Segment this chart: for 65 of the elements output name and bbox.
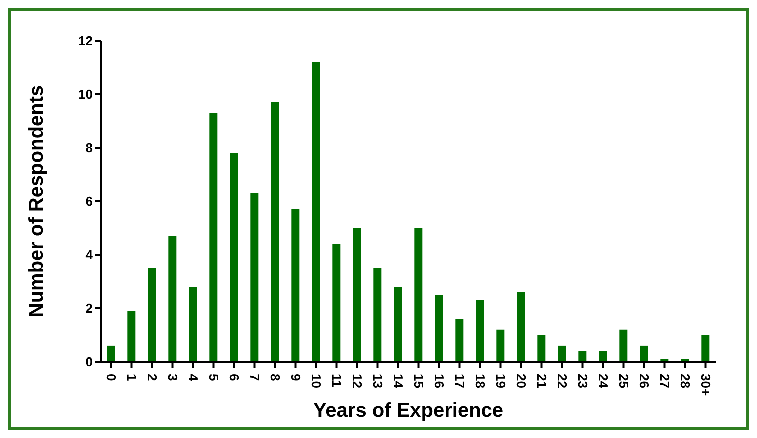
y-tick-label: 4 [86, 248, 94, 263]
x-tick-label: 23 [575, 374, 590, 388]
x-tick-label: 13 [370, 374, 386, 388]
x-tick-label: 7 [247, 374, 262, 382]
y-tick-label: 10 [78, 87, 93, 102]
x-tick-label: 16 [432, 374, 447, 388]
bar [435, 295, 444, 362]
x-tick-label: 8 [268, 374, 283, 382]
bar [312, 62, 320, 362]
bar [640, 346, 648, 362]
x-tick-label: 14 [390, 374, 406, 390]
x-tick-label: 3 [165, 374, 180, 382]
bar [292, 210, 300, 362]
bar [394, 287, 402, 362]
bar [107, 346, 116, 362]
x-tick-label: 19 [493, 374, 508, 388]
x-tick-label: 24 [596, 374, 611, 390]
x-tick-label: 22 [554, 374, 570, 388]
bar [210, 113, 218, 362]
x-tick-label: 17 [452, 374, 468, 388]
bar [230, 153, 238, 362]
x-tick-label: 5 [206, 374, 222, 382]
x-tick-label: 6 [226, 374, 242, 382]
x-tick-label: 20 [514, 374, 529, 388]
bar [496, 330, 505, 362]
y-tick-label: 2 [86, 301, 93, 316]
y-axis-title: Number of Respondents [26, 85, 48, 318]
bar [148, 268, 156, 362]
x-axis-title: Years of Experience [313, 400, 504, 422]
x-tick-label: 15 [411, 374, 426, 388]
bar [189, 287, 198, 362]
bar [620, 330, 628, 362]
bar [271, 102, 280, 362]
bar [128, 311, 136, 362]
x-tick-label: 25 [616, 374, 632, 388]
bar [374, 268, 382, 362]
bar [558, 346, 566, 362]
x-tick-label: 21 [534, 374, 550, 388]
x-tick-label: 0 [104, 374, 119, 382]
x-tick-label: 2 [144, 374, 160, 382]
bar [168, 236, 177, 362]
x-tick-label: 30+ [698, 374, 714, 396]
x-tick-label: 1 [124, 374, 140, 382]
bar [250, 193, 259, 362]
bar [332, 244, 341, 362]
y-tick-label: 0 [86, 354, 93, 370]
bar [456, 319, 464, 362]
y-tick-label: 8 [86, 140, 93, 156]
x-tick-label: 27 [657, 374, 672, 388]
y-tick-label: 12 [78, 34, 93, 49]
x-tick-label: 10 [308, 374, 324, 388]
x-tick-label: 12 [350, 374, 365, 388]
x-tick-label: 4 [186, 374, 201, 382]
bar [476, 300, 484, 362]
x-tick-label: 28 [678, 374, 693, 388]
x-tick-label: 18 [472, 374, 488, 388]
bar [517, 292, 526, 362]
x-tick-label: 26 [636, 374, 652, 388]
bar [538, 335, 546, 362]
bar [353, 228, 362, 362]
y-tick-label: 6 [86, 194, 93, 210]
bar [414, 228, 423, 362]
x-tick-label: 11 [329, 374, 344, 388]
x-tick-label: 9 [288, 374, 304, 382]
bar [702, 335, 710, 362]
